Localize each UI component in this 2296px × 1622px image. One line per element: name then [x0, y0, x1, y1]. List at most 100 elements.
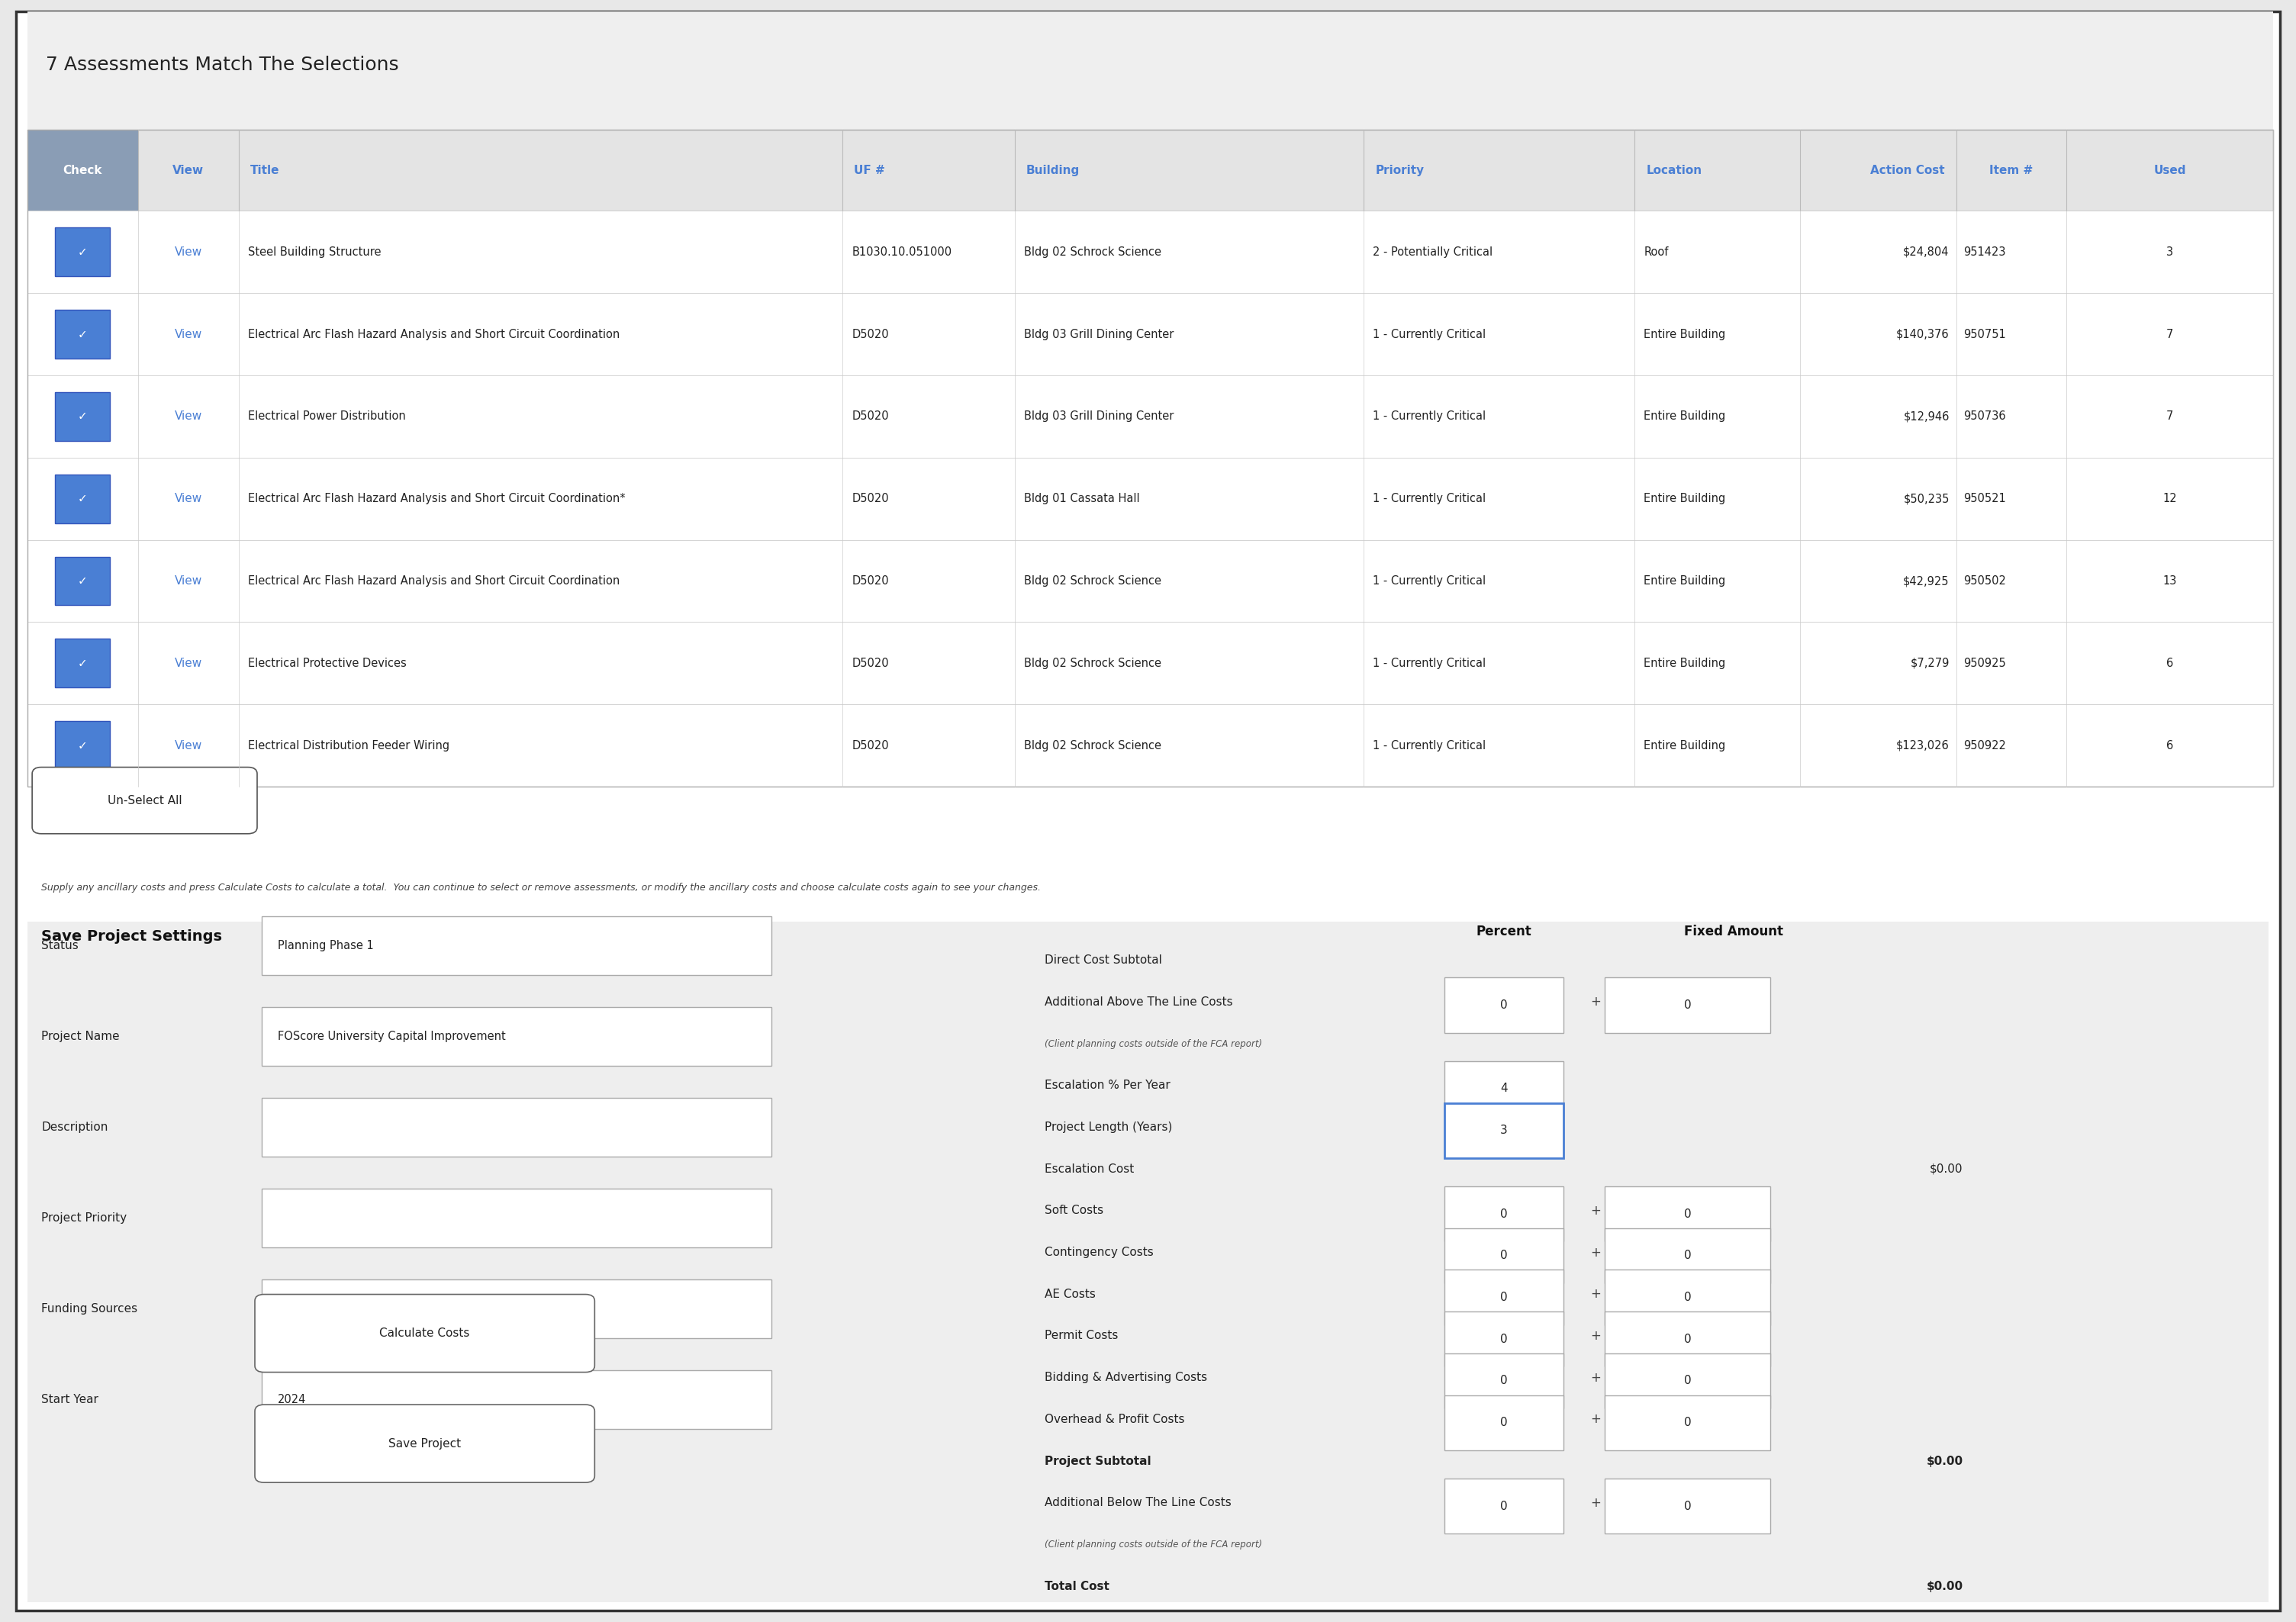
Text: 0: 0	[1499, 1418, 1508, 1429]
Text: 7 Assessments Match The Selections: 7 Assessments Match The Selections	[46, 55, 400, 75]
FancyBboxPatch shape	[255, 1294, 595, 1372]
Bar	[28, 294, 2273, 375]
Text: Priority: Priority	[1375, 164, 1424, 177]
Text: Roof: Roof	[1644, 247, 1669, 258]
Text: Description: Description	[41, 1121, 108, 1134]
Text: $24,804: $24,804	[1903, 247, 1949, 258]
Text: Entire Building: Entire Building	[1644, 576, 1727, 587]
Text: 0: 0	[1499, 1500, 1508, 1512]
Text: ✓: ✓	[78, 247, 87, 258]
Text: Bldg 03 Grill Dining Center: Bldg 03 Grill Dining Center	[1024, 410, 1173, 422]
FancyBboxPatch shape	[1605, 1312, 1770, 1367]
Text: 1 - Currently Critical: 1 - Currently Critical	[1373, 493, 1486, 504]
Text: Title: Title	[250, 164, 280, 177]
Text: 0: 0	[1683, 1500, 1692, 1512]
Text: 13: 13	[2163, 576, 2177, 587]
Text: +: +	[1591, 1371, 1600, 1385]
Text: 0: 0	[1499, 1208, 1508, 1220]
Text: 951423: 951423	[1963, 247, 2004, 258]
Text: D5020: D5020	[852, 740, 889, 751]
Text: 1 - Currently Critical: 1 - Currently Critical	[1373, 740, 1486, 751]
Text: Soft Costs: Soft Costs	[1045, 1205, 1104, 1216]
FancyBboxPatch shape	[1444, 1395, 1564, 1450]
Text: View: View	[174, 657, 202, 668]
FancyBboxPatch shape	[1444, 1270, 1564, 1325]
Text: View: View	[174, 493, 202, 504]
Text: Escalation Cost: Escalation Cost	[1045, 1163, 1134, 1174]
Text: Entire Building: Entire Building	[1644, 410, 1727, 422]
Text: +: +	[1591, 1288, 1600, 1301]
Bar	[28, 623, 2273, 704]
Text: ✓: ✓	[78, 657, 87, 668]
Text: FOScore University Capital Improvement: FOScore University Capital Improvement	[278, 1030, 505, 1043]
Bar	[28, 130, 2273, 211]
Text: ✓: ✓	[78, 410, 87, 422]
Text: 6: 6	[2165, 740, 2174, 751]
Text: +: +	[1591, 1328, 1600, 1343]
FancyBboxPatch shape	[1605, 1270, 1770, 1325]
FancyBboxPatch shape	[1605, 1479, 1770, 1534]
Bar	[28, 375, 2273, 457]
Text: 0: 0	[1499, 1251, 1508, 1262]
Text: 950751: 950751	[1963, 329, 2007, 341]
Text: 12: 12	[2163, 493, 2177, 504]
Text: Location: Location	[1646, 164, 1701, 177]
Text: (Client planning costs outside of the FCA report): (Client planning costs outside of the FC…	[1045, 1038, 1263, 1049]
Text: Entire Building: Entire Building	[1644, 740, 1727, 751]
Bar	[28, 130, 2273, 787]
FancyBboxPatch shape	[1605, 1186, 1770, 1241]
Text: +: +	[1591, 1413, 1600, 1426]
Text: Bldg 01 Cassata Hall: Bldg 01 Cassata Hall	[1024, 493, 1139, 504]
Text: Project Length (Years): Project Length (Years)	[1045, 1121, 1173, 1132]
FancyBboxPatch shape	[262, 1280, 771, 1338]
Text: 0: 0	[1683, 1375, 1692, 1387]
Text: Bidding & Advertising Costs: Bidding & Advertising Costs	[1045, 1372, 1208, 1384]
FancyBboxPatch shape	[1444, 1312, 1564, 1367]
Text: View: View	[174, 740, 202, 751]
FancyBboxPatch shape	[55, 310, 110, 358]
FancyBboxPatch shape	[1444, 1186, 1564, 1241]
Text: Escalation % Per Year: Escalation % Per Year	[1045, 1080, 1171, 1092]
Bar	[28, 704, 2273, 787]
Text: 1 - Currently Critical: 1 - Currently Critical	[1373, 410, 1486, 422]
Text: 0: 0	[1683, 1208, 1692, 1220]
Text: 950502: 950502	[1963, 576, 2007, 587]
Text: Calculate Costs: Calculate Costs	[379, 1327, 471, 1340]
Text: Supply any ancillary costs and press Calculate Costs to calculate a total.  You : Supply any ancillary costs and press Cal…	[41, 882, 1040, 892]
Text: Start Year: Start Year	[41, 1393, 99, 1406]
FancyBboxPatch shape	[1605, 1353, 1770, 1408]
Text: Entire Building: Entire Building	[1644, 657, 1727, 668]
Text: 0: 0	[1683, 1418, 1692, 1429]
Bar	[28, 130, 138, 211]
Text: 0: 0	[1499, 1333, 1508, 1345]
Text: $12,946: $12,946	[1903, 410, 1949, 422]
Text: Overhead & Profit Costs: Overhead & Profit Costs	[1045, 1414, 1185, 1426]
FancyBboxPatch shape	[55, 393, 110, 441]
Text: +: +	[1591, 1246, 1600, 1259]
Text: $50,235: $50,235	[1903, 493, 1949, 504]
Text: D5020: D5020	[852, 329, 889, 341]
Text: Status: Status	[41, 939, 78, 952]
Text: 3: 3	[2165, 247, 2174, 258]
Text: Item #: Item #	[1988, 164, 2034, 177]
Text: $0.00: $0.00	[1926, 1580, 1963, 1593]
Text: ✓: ✓	[78, 576, 87, 587]
Text: Project Subtotal: Project Subtotal	[1045, 1455, 1150, 1466]
Text: View: View	[172, 164, 204, 177]
Text: 4: 4	[1499, 1083, 1508, 1095]
Text: Electrical Arc Flash Hazard Analysis and Short Circuit Coordination*: Electrical Arc Flash Hazard Analysis and…	[248, 493, 625, 504]
Text: 950922: 950922	[1963, 740, 2007, 751]
Text: 2 - Potentially Critical: 2 - Potentially Critical	[1373, 247, 1492, 258]
FancyBboxPatch shape	[55, 227, 110, 276]
FancyBboxPatch shape	[1444, 978, 1564, 1033]
FancyBboxPatch shape	[262, 916, 771, 975]
Text: 0: 0	[1683, 1291, 1692, 1302]
FancyBboxPatch shape	[1444, 1479, 1564, 1534]
Text: View: View	[174, 410, 202, 422]
Bar	[28, 540, 2273, 623]
Text: Percent: Percent	[1476, 925, 1531, 938]
FancyBboxPatch shape	[262, 1189, 771, 1247]
Text: Save Project: Save Project	[388, 1437, 461, 1450]
Text: 1 - Currently Critical: 1 - Currently Critical	[1373, 657, 1486, 668]
Text: $0.00: $0.00	[1931, 1163, 1963, 1174]
